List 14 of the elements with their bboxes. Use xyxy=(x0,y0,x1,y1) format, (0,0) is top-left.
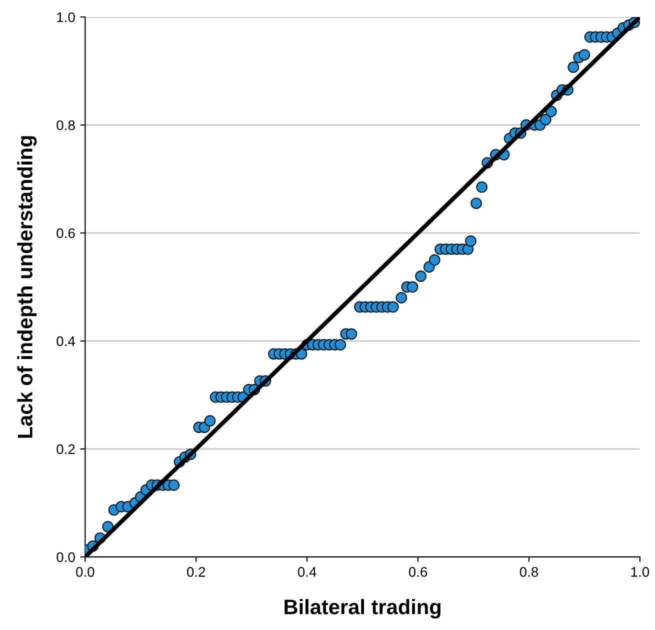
x-tick-label: 0.2 xyxy=(186,567,206,577)
x-tick-label: 0.0 xyxy=(76,567,94,577)
y-tick-label: 0.8 xyxy=(56,120,75,130)
y-tick-label: 0.6 xyxy=(56,228,75,238)
y-tick-label: 0.2 xyxy=(56,444,75,454)
y-tick-label: 0.0 xyxy=(56,552,75,562)
x-tick-label: 0.6 xyxy=(408,567,428,577)
x-tick-label: 0.8 xyxy=(520,567,538,577)
y-axis-title: Lack of indepth understanding xyxy=(17,136,37,438)
y-tick-label: 0.4 xyxy=(56,336,76,346)
x-tick-label: 0.4 xyxy=(298,567,316,577)
y-tick-label: 1.0 xyxy=(57,12,75,22)
x-tick-label: 1.0 xyxy=(631,567,650,577)
x-axis-title: Bilateral trading xyxy=(284,599,440,619)
